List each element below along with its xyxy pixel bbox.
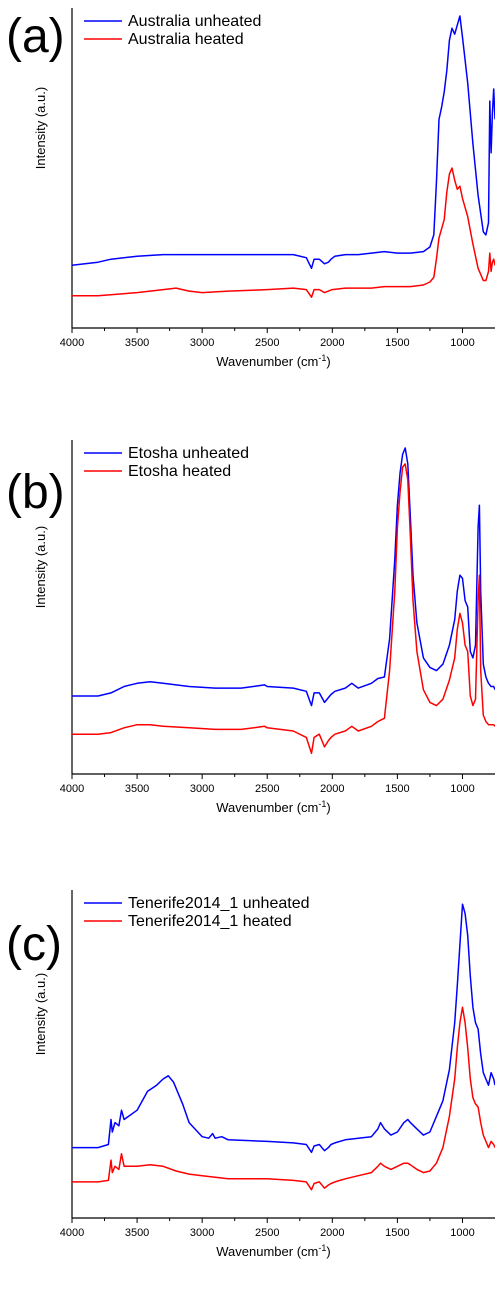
legend-entry: Tenerife2014_1 heated <box>128 913 292 930</box>
x-tick-label: 3500 <box>125 1227 149 1239</box>
x-tick-label: 1000 <box>450 1227 474 1239</box>
x-axis-title: Wavenumber (cm-1) <box>216 353 330 369</box>
x-tick-label: 2000 <box>320 337 344 349</box>
panel-label: (b) <box>6 466 65 519</box>
x-tick-label: 1500 <box>385 1227 409 1239</box>
series-line-1 <box>72 447 495 707</box>
x-tick-label: 2000 <box>320 1227 344 1239</box>
x-tick-label: 2000 <box>320 783 344 795</box>
x-tick-label: 3000 <box>190 337 214 349</box>
x-tick-label: 2500 <box>255 337 279 349</box>
series-line-2 <box>72 1006 495 1191</box>
x-tick-label: 2500 <box>255 783 279 795</box>
panel-label: (c) <box>6 918 62 971</box>
legend-entry: Etosha unheated <box>128 445 249 462</box>
legend-entry: Etosha heated <box>128 463 231 480</box>
x-tick-label: 4000 <box>60 1227 84 1239</box>
x-tick-label: 1000 <box>450 783 474 795</box>
panel-label: (a) <box>6 10 65 63</box>
x-tick-label: 4000 <box>60 337 84 349</box>
chart-panel-2: (b) 4000 3500 3000 2500 2000 1500 1000 Wavenumbe… <box>6 440 495 815</box>
series-line-2 <box>72 463 495 755</box>
y-axis-title: Intensity (a.u.) <box>33 87 48 169</box>
x-tick-label: 4000 <box>60 783 84 795</box>
series-line-2 <box>72 167 495 298</box>
y-axis-title: Intensity (a.u.) <box>33 526 48 608</box>
x-tick-label: 1500 <box>385 337 409 349</box>
x-tick-label: 1500 <box>385 783 409 795</box>
legend-entry: Tenerife2014_1 unheated <box>128 895 310 912</box>
series-line-1 <box>72 15 495 270</box>
legend-entry: Australia heated <box>128 31 244 48</box>
x-tick-label: 1000 <box>450 337 474 349</box>
legend-entry: Australia unheated <box>128 13 261 30</box>
y-axis-title: Intensity (a.u.) <box>33 973 48 1055</box>
x-tick-label: 3500 <box>125 337 149 349</box>
x-tick-label: 3000 <box>190 783 214 795</box>
series-line-1 <box>72 903 495 1154</box>
x-tick-label: 3500 <box>125 783 149 795</box>
chart-panel-1: (a) 4000 3500 3000 2500 2000 1500 1000 Wavenumbe… <box>6 8 495 369</box>
x-axis-title: Wavenumber (cm-1) <box>216 1243 330 1259</box>
x-tick-label: 3000 <box>190 1227 214 1239</box>
chart-panel-3: (c) 4000 3500 3000 2500 2000 1500 1000 Wavenumbe… <box>6 890 495 1259</box>
x-tick-label: 2500 <box>255 1227 279 1239</box>
x-axis-title: Wavenumber (cm-1) <box>216 799 330 815</box>
